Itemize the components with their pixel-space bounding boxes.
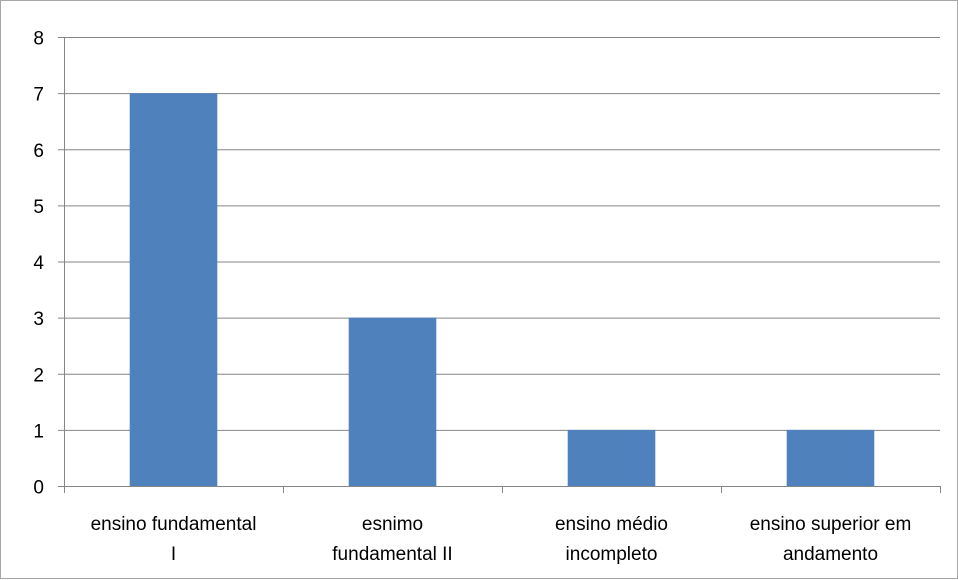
x-category-label: ensino superior em xyxy=(750,514,912,535)
x-category-label: fundamental II xyxy=(332,544,452,565)
x-category-label: ensino médio xyxy=(555,514,668,535)
y-tick-label: 3 xyxy=(33,309,44,330)
x-category-label: andamento xyxy=(783,544,878,565)
x-category-label: esnimo xyxy=(362,514,423,535)
y-tick-label: 0 xyxy=(33,478,44,499)
y-tick-label: 1 xyxy=(33,421,44,442)
y-tick-label: 2 xyxy=(33,365,44,386)
y-tick-label: 5 xyxy=(33,197,44,218)
x-category-label: I xyxy=(171,544,176,565)
bar xyxy=(129,93,218,486)
x-category-label: incompleto xyxy=(566,544,658,565)
y-tick-label: 8 xyxy=(33,29,44,50)
bar xyxy=(567,429,656,486)
y-tick-label: 6 xyxy=(33,141,44,162)
y-tick-label: 7 xyxy=(33,85,44,106)
x-category-label: ensino fundamental xyxy=(91,514,257,535)
bar xyxy=(348,317,437,486)
bar xyxy=(786,429,875,486)
y-tick-label: 4 xyxy=(33,253,44,274)
